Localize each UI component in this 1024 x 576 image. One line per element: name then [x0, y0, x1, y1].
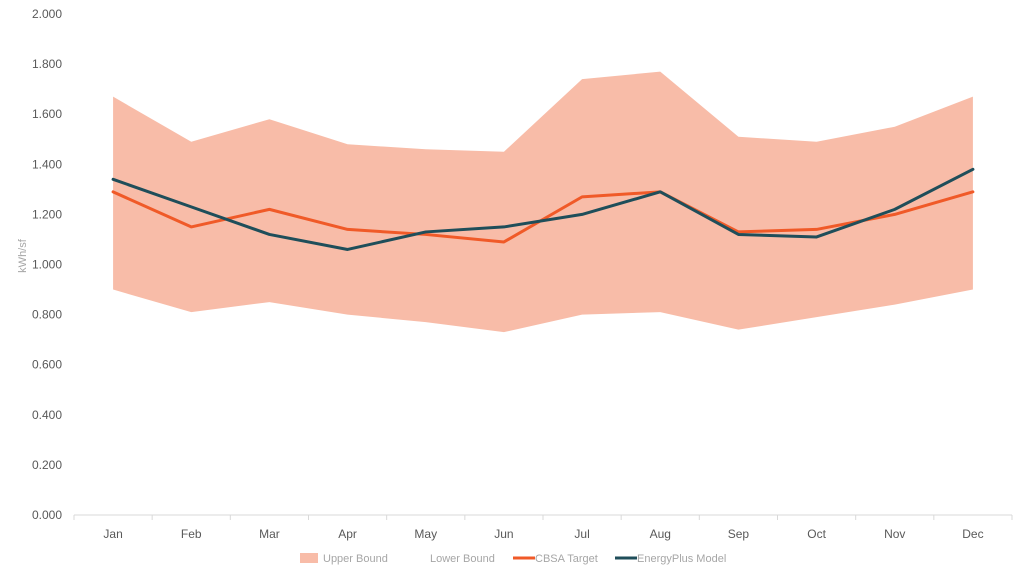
legend-label-lower-bound: Lower Bound [430, 553, 495, 565]
y-tick-label: 1.400 [32, 157, 62, 171]
legend-label-energyplus-model: EnergyPlus Model [637, 553, 726, 565]
y-axis-title: kWh/sf [17, 238, 29, 273]
x-tick-label: Jun [494, 527, 513, 541]
x-tick-label: May [414, 527, 437, 541]
legend-swatch-lower-bound [408, 553, 426, 563]
y-tick-label: 2.000 [32, 7, 62, 21]
y-tick-label: 1.600 [32, 107, 62, 121]
x-tick-label: Dec [962, 527, 983, 541]
y-tick-label: 1.800 [32, 57, 62, 71]
x-tick-label: Apr [338, 527, 357, 541]
y-tick-label: 0.600 [32, 358, 62, 372]
x-tick-label: Oct [807, 527, 826, 541]
y-tick-label: 0.000 [32, 508, 62, 522]
line-layer [111, 167, 975, 251]
x-tick-label: Jan [103, 527, 122, 541]
energyplus-model-line [111, 167, 975, 251]
legend-label-upper-bound: Upper Bound [323, 553, 388, 565]
x-tick-label: Sep [728, 527, 750, 541]
legend-swatch-upper-bound [300, 553, 318, 563]
y-tick-label: 0.400 [32, 408, 62, 422]
legend-label-cbsa-target: CBSA Target [535, 553, 598, 565]
x-tick-label: Aug [650, 527, 671, 541]
x-tick-label: Feb [181, 527, 202, 541]
y-tick-label: 0.800 [32, 308, 62, 322]
upper-bound-band [113, 71, 973, 333]
label-layer: 0.000 0.200 0.400 0.600 0.800 1.000 1.200 1.400… [32, 7, 984, 541]
legend: Upper Bound Lower Bound CBSA Target EnergyP… [300, 553, 726, 565]
y-tick-label: 0.200 [32, 458, 62, 472]
x-tick-label: Nov [884, 527, 905, 541]
axis-layer [73, 514, 1013, 520]
y-tick-label: 1.000 [32, 258, 62, 272]
y-tick-label: 1.200 [32, 207, 62, 221]
x-tick-label: Mar [259, 527, 280, 541]
x-tick-label: Jul [574, 527, 589, 541]
band-layer [113, 71, 973, 333]
